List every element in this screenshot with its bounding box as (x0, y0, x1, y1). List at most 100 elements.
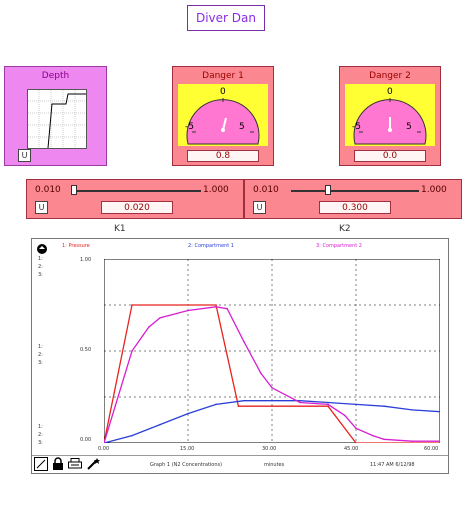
graph-footer (32, 455, 448, 473)
danger-1-tick-0: 0 (220, 87, 226, 97)
k2-slider-panel: 0.010 1.000 U 0.300 (244, 179, 462, 219)
series-point-2 (215, 403, 217, 406)
series-point-2 (355, 403, 357, 406)
series-point-3 (159, 317, 161, 319)
series-point-2 (411, 409, 413, 411)
series-point-1 (327, 405, 329, 407)
k1-min: 0.010 (35, 185, 61, 195)
series-line-pressure (104, 304, 440, 443)
series-point-3 (148, 326, 150, 328)
series-point-1 (439, 442, 440, 443)
series-point-3 (215, 306, 217, 308)
series-point-1 (271, 405, 273, 407)
danger-2-gauge: Danger 2 0 -5 5 0.0 (339, 66, 441, 166)
k2-label: K2 (339, 224, 351, 234)
k1-u-button[interactable]: U (35, 201, 48, 214)
series-point-3 (344, 414, 346, 417)
ytick-bottom: 0.00 (80, 437, 92, 443)
print-icon[interactable] (68, 458, 82, 470)
k1-slider-thumb[interactable] (71, 185, 78, 195)
xtick-0: 0.00 (98, 446, 110, 452)
left-axis-labels-mid: 1: 2: 3: (38, 344, 43, 366)
series-point-3 (104, 442, 105, 443)
depth-panel[interactable]: Depth U (4, 66, 107, 166)
ytick-mid: 0.50 (80, 347, 92, 353)
danger-1-label: Danger 1 (202, 71, 244, 81)
series-point-3 (226, 307, 228, 310)
series-point-1 (215, 304, 217, 306)
depth-u-button[interactable]: U (18, 149, 31, 162)
magic-wand-icon[interactable] (86, 457, 100, 471)
chart-plot-area (104, 259, 440, 443)
series-point-3 (131, 350, 133, 352)
left-axis-labels-bottom: 1: 2: 3: (38, 424, 43, 446)
xtick-60: 60.00 (424, 446, 439, 452)
k2-slider-track[interactable] (291, 190, 419, 192)
danger-2-tick-5: 5 (406, 122, 412, 132)
series-point-2 (439, 410, 440, 413)
xtick-30: 30.00 (262, 446, 277, 452)
graph-footer-timestamp: 11:47 AM 6/12/98 (370, 462, 415, 468)
k2-slider-thumb[interactable] (325, 185, 332, 195)
series-point-3 (372, 434, 374, 437)
depth-graph-plot (28, 90, 86, 149)
series-point-3 (299, 401, 301, 404)
series-point-2 (243, 399, 245, 402)
graph-window: 1: Pressure 2: Compartment 1 3: Compartm… (31, 238, 449, 474)
danger-2-tick-minus5: -5 (352, 122, 361, 132)
xtick-45: 45.00 (344, 446, 359, 452)
series-point-3 (114, 405, 116, 407)
danger-2-label: Danger 2 (369, 71, 411, 81)
series-point-2 (383, 405, 385, 407)
depth-graph[interactable] (27, 89, 87, 149)
danger-2-dial: 0 -5 5 (345, 84, 435, 146)
k1-label: K1 (114, 224, 126, 234)
danger-1-tick-minus5: -5 (185, 122, 194, 132)
depth-curve (47, 93, 86, 149)
series-point-3 (439, 440, 440, 442)
series-point-2 (271, 399, 273, 402)
series-point-3 (411, 440, 413, 442)
lock-icon[interactable] (52, 457, 64, 471)
series-point-2 (131, 434, 133, 437)
series-point-1 (131, 304, 133, 306)
danger-1-dial: 0 -5 5 (178, 84, 268, 146)
k2-u-button[interactable]: U (253, 201, 266, 214)
page-flip-icon[interactable] (36, 243, 48, 255)
series-point-3 (187, 309, 189, 312)
graph-footer-units: minutes (264, 462, 285, 468)
k1-value[interactable]: 0.020 (101, 201, 173, 214)
danger-1-needle (222, 117, 227, 131)
ytick-top: 1.00 (80, 257, 92, 263)
danger-1-tick-5: 5 (239, 122, 245, 132)
series-point-1 (237, 405, 240, 407)
series-point-3 (327, 403, 329, 406)
k2-max: 1.000 (421, 185, 447, 195)
left-axis-labels-top: 1: 2: 3: (38, 256, 43, 278)
legend-compartment-1: 2: Compartment 1 (188, 243, 234, 249)
graph-footer-title: Graph 1 (N2 Concentrations) (150, 462, 223, 468)
danger-1-value: 0.8 (187, 150, 259, 162)
model-title: Diver Dan (187, 5, 265, 31)
series-point-2 (159, 423, 161, 426)
series-point-2 (187, 412, 189, 415)
danger-1-gauge: Danger 1 0 -5 5 0.8 (172, 66, 274, 166)
depth-label: Depth (41, 71, 70, 81)
k1-slider-panel: 0.010 1.000 U 0.020 (26, 179, 244, 219)
series-point-3 (383, 438, 385, 441)
series-point-2 (299, 399, 301, 402)
xtick-15: 15.00 (180, 446, 195, 452)
k2-min: 0.010 (253, 185, 279, 195)
series-point-3 (260, 372, 262, 374)
k2-value[interactable]: 0.300 (319, 201, 391, 214)
danger-2-value: 0.0 (354, 150, 426, 162)
series-point-3 (243, 341, 245, 343)
legend-compartment-2: 3: Compartment 2 (316, 243, 362, 249)
series-point-2 (327, 401, 329, 404)
series-point-3 (271, 387, 273, 389)
series-point-1 (355, 442, 357, 443)
k1-max: 1.000 (203, 185, 229, 195)
k1-slider-track[interactable] (73, 190, 201, 192)
resize-icon[interactable] (34, 457, 48, 471)
danger-2-tick-0: 0 (387, 87, 393, 97)
